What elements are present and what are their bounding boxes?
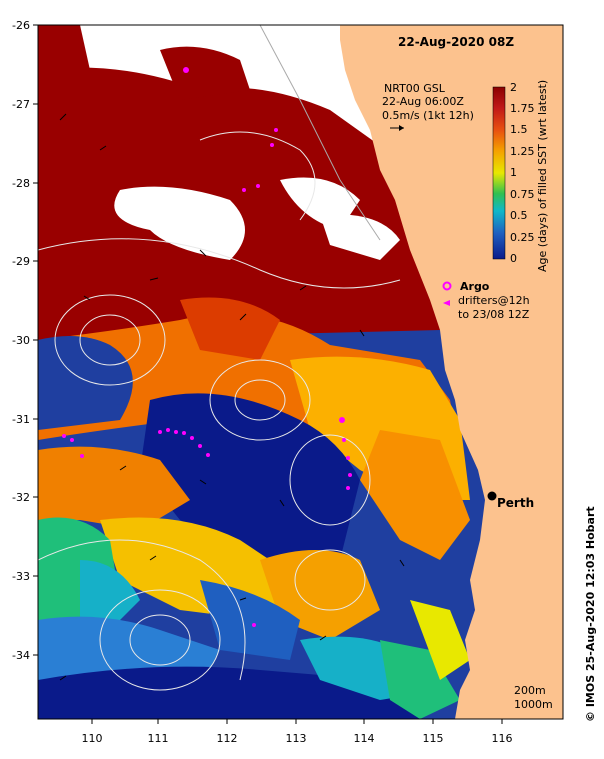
city-marker-icon [487,491,497,501]
drifter-marker-icon [443,300,450,306]
x-tick-label: 113 [286,732,307,745]
colorbar-tick: 0 [510,252,517,265]
argo-label: Argo [460,280,490,293]
y-tick-label: -27 [12,98,30,111]
contour-label-1000m: 1000m [514,698,553,711]
colorbar-tick: 1.5 [510,123,528,136]
credit-text: © IMOS 25-Aug-2020 12:03 Hobart [584,506,597,722]
argo-marker-icon [442,281,452,291]
y-tick-label: -32 [12,491,30,504]
x-tick-label: 115 [423,732,444,745]
y-tick-label: -28 [12,177,30,190]
x-tick-label: 114 [354,732,375,745]
product-time: 22-Aug 06:00Z [382,95,464,108]
city-perth: Perth [487,491,534,510]
x-tick-label: 116 [492,732,513,745]
colorbar-tick: 1 [510,166,517,179]
product-name: NRT00 GSL [384,82,446,95]
y-tick-label: -34 [12,649,30,662]
drifters-label: drifters@12h [458,294,530,307]
colorbar-tick: 0.75 [510,188,535,201]
y-tick-label: -31 [12,413,30,426]
colorbar-gradient [492,86,506,260]
velocity-scale: 0.5m/s (1kt 12h) [382,109,474,122]
legend: Argo drifters@12h to 23/08 12Z [442,280,530,321]
x-tick-label: 111 [148,732,169,745]
colorbar: 2 1.75 1.5 1.25 1 0.75 0.5 0.25 0 Age (d… [492,80,549,272]
colorbar-tick: 1.25 [510,145,535,158]
colorbar-tick: 1.75 [510,102,535,115]
contour-label-200m: 200m [514,684,546,697]
scale-arrow-icon [390,125,404,131]
x-tick-label: 112 [217,732,238,745]
y-axis: -26 -27 -28 -29 -30 -31 -32 -33 -34 [12,19,38,662]
x-tick-label: 110 [82,732,103,745]
colorbar-tick: 0.25 [510,231,535,244]
y-tick-label: -30 [12,334,30,347]
city-label: Perth [497,496,534,510]
y-tick-label: -29 [12,255,30,268]
colorbar-tick: 0.5 [510,209,528,222]
y-tick-label: -26 [12,19,30,32]
y-tick-label: -33 [12,570,30,583]
map-field [38,25,563,719]
colorbar-title: Age (days) of filled SST (wrt latest) [536,80,549,272]
drifters-time: to 23/08 12Z [458,308,530,321]
date-title: 22-Aug-2020 08Z [398,35,514,49]
colorbar-tick: 2 [510,81,517,94]
x-axis: 110 111 112 113 114 115 116 [82,719,513,745]
plot-frame [37,24,564,720]
